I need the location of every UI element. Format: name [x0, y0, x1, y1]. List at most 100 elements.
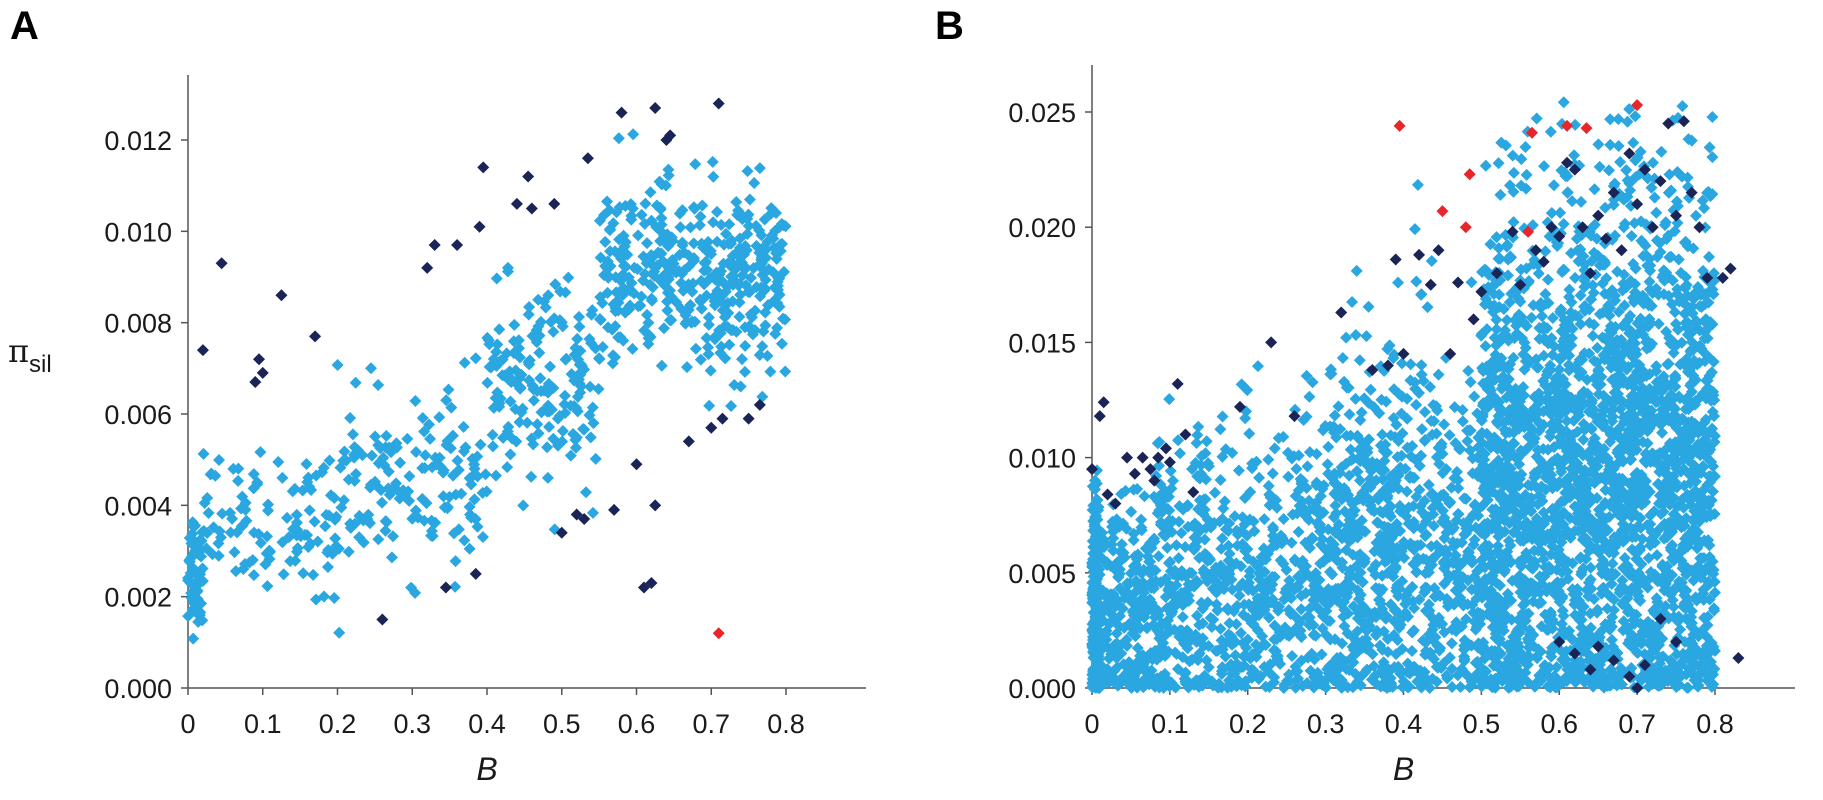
y-tick-label: 0.004 [104, 491, 172, 521]
data-point [1501, 269, 1514, 282]
data-point [1675, 554, 1688, 567]
data-point [1584, 561, 1597, 574]
data-point [1497, 303, 1510, 316]
data-point [1295, 500, 1308, 513]
data-point [1604, 138, 1617, 151]
data-point [1510, 574, 1523, 587]
data-point [1605, 620, 1618, 633]
data-point [525, 470, 538, 483]
data-point [571, 390, 584, 403]
data-point [756, 251, 769, 264]
data-point [1108, 648, 1121, 661]
data-point [1519, 341, 1532, 354]
data-point [321, 561, 334, 574]
data-point [1186, 653, 1199, 666]
data-point [1175, 595, 1188, 608]
data-point [332, 542, 345, 555]
data-point [1094, 634, 1107, 647]
data-point [471, 450, 484, 463]
data-point [1242, 583, 1255, 596]
data-point [1370, 624, 1383, 637]
data-point [714, 327, 727, 340]
data-point [1148, 535, 1161, 548]
data-point [489, 469, 502, 482]
data-point [1264, 658, 1277, 671]
data-point [601, 255, 614, 268]
data-point [1292, 449, 1305, 462]
data-point [1176, 610, 1189, 623]
data-point [1336, 352, 1349, 365]
data-point [1616, 472, 1629, 485]
data-point [1517, 316, 1530, 329]
data-point [490, 272, 503, 285]
data-point [372, 533, 385, 546]
data-point [1533, 570, 1546, 583]
data-point [1426, 553, 1439, 566]
data-point [254, 446, 267, 459]
data-point [1242, 612, 1255, 625]
data-point [1627, 257, 1640, 270]
data-point [1475, 680, 1488, 693]
data-point [1537, 405, 1550, 418]
outlier-point [525, 202, 538, 215]
data-point [1229, 635, 1242, 648]
data-point [1485, 552, 1498, 565]
data-point [1254, 580, 1267, 593]
data-point [661, 295, 674, 308]
data-point [1251, 360, 1264, 373]
data-point [1119, 484, 1132, 497]
data-point [739, 239, 752, 252]
data-point [1343, 469, 1356, 482]
data-point [612, 296, 625, 309]
data-point [558, 398, 571, 411]
data-point [1419, 567, 1432, 580]
data-point [570, 431, 583, 444]
data-point [290, 529, 303, 542]
data-point [771, 279, 784, 292]
data-point [1162, 645, 1175, 658]
data-point [483, 360, 496, 373]
data-point [1220, 575, 1233, 588]
outlier-point [712, 97, 725, 110]
data-point [730, 259, 743, 272]
data-point [1463, 424, 1476, 437]
data-point [711, 285, 724, 298]
data-point [1369, 558, 1382, 571]
data-point [379, 515, 392, 528]
data-point [1539, 608, 1552, 621]
data-point [1449, 437, 1462, 450]
data-point [1545, 650, 1558, 663]
data-point [723, 218, 736, 231]
data-point [1292, 570, 1305, 583]
data-point [192, 615, 205, 628]
data-point [1086, 480, 1099, 493]
data-point [1392, 581, 1405, 594]
data-point [573, 358, 586, 371]
data-point [240, 514, 253, 527]
data-point [1239, 412, 1252, 425]
x-tick-label: 0.2 [1229, 709, 1267, 739]
data-point [1537, 374, 1550, 387]
data-point [1374, 360, 1387, 373]
data-point [1096, 606, 1109, 619]
data-point [1384, 510, 1397, 523]
data-point [482, 334, 495, 347]
data-point [1549, 397, 1562, 410]
data-point [521, 416, 534, 429]
data-point [379, 524, 392, 537]
data-point [1370, 611, 1383, 624]
data-point [1454, 681, 1467, 694]
data-point [463, 500, 476, 513]
data-point [1401, 441, 1414, 454]
data-point [1214, 423, 1227, 436]
data-point [707, 216, 720, 229]
data-point [1325, 666, 1338, 679]
data-point [1492, 600, 1505, 613]
data-point [1557, 96, 1570, 109]
data-point [1396, 427, 1409, 440]
data-point [1304, 570, 1317, 583]
data-point [1205, 620, 1218, 633]
data-point [719, 227, 732, 240]
data-point [1086, 590, 1099, 603]
data-point [753, 246, 766, 259]
